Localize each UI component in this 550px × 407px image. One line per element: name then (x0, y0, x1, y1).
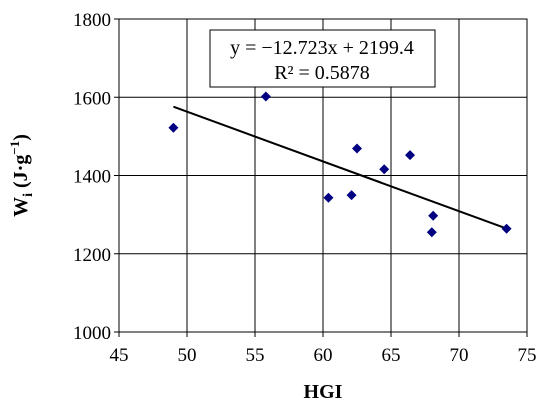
equation-box-frame (209, 29, 436, 88)
data-point (260, 91, 271, 102)
x-axis-title: HGI (304, 381, 343, 403)
data-point (405, 150, 416, 161)
trendline (173, 105, 507, 230)
y-axis-title-unit-suffix: ) (10, 134, 32, 141)
x-tick-label: 60 (314, 345, 333, 366)
x-axis-ticks: 45 50 55 60 65 70 75 (110, 332, 537, 366)
data-point (323, 192, 334, 203)
data-point (346, 190, 357, 201)
x-tick-label: 55 (246, 345, 265, 366)
x-tick-label: 50 (178, 345, 197, 366)
data-point (352, 143, 362, 154)
y-axis-title: Wi (J·g−1) (7, 134, 36, 217)
equation-box: y = −12.723x + 2199.4 R² = 0.5878 (209, 29, 436, 88)
data-points (168, 91, 512, 238)
data-point (168, 122, 179, 133)
r-squared-value: R² = 0.5878 (274, 62, 370, 84)
data-point (501, 223, 512, 234)
trendline-equation: y = −12.723x + 2199.4 (230, 37, 414, 59)
y-axis-title-unit-exponent: −1 (7, 141, 22, 155)
y-axis-title-subscript: i (21, 193, 36, 197)
x-tick-label: 45 (110, 345, 129, 366)
y-axis-title-base: W (10, 197, 32, 217)
data-point (379, 164, 390, 175)
x-tick-label: 75 (518, 345, 537, 366)
y-tick-label: 1600 (73, 88, 111, 109)
data-point (428, 210, 439, 221)
x-tick-label: 65 (382, 345, 401, 366)
y-tick-label: 1000 (73, 323, 111, 344)
y-axis-title-unit-prefix: (J·g (10, 155, 32, 188)
x-tick-label: 70 (450, 345, 469, 366)
data-point (426, 227, 437, 238)
y-tick-label: 1400 (73, 167, 111, 188)
y-axis-ticks: 1000 1200 1400 1600 1800 (73, 10, 119, 344)
y-tick-label: 1200 (73, 245, 111, 266)
y-tick-label: 1800 (73, 10, 111, 31)
